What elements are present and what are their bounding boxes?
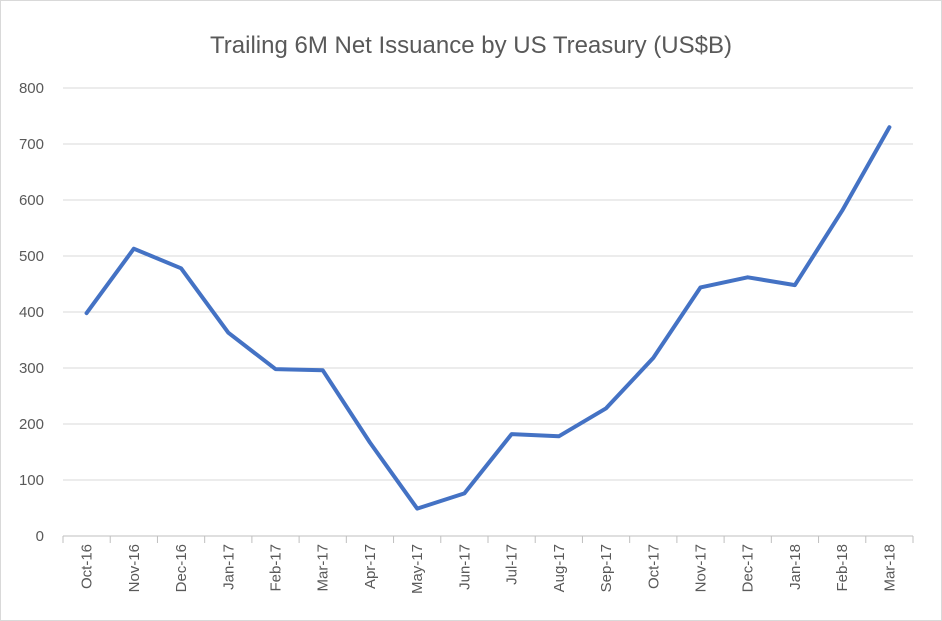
x-tick-label: Oct-17	[645, 544, 662, 589]
x-tick-label: Jun-17	[456, 544, 473, 590]
x-tick-label: Aug-17	[551, 544, 568, 592]
y-tick-label: 600	[19, 192, 44, 209]
series-line	[84, 125, 892, 511]
x-tick-label: Apr-17	[362, 544, 379, 589]
x-tick-label: Mar-18	[881, 544, 898, 592]
x-tick-label: May-17	[409, 544, 426, 594]
x-tick-label: Oct-16	[79, 544, 96, 589]
y-tick-label: 700	[19, 136, 44, 153]
x-tick-label: Mar-17	[315, 544, 332, 592]
x-tick-label: Dec-17	[740, 544, 757, 592]
series-layer	[84, 125, 892, 511]
gridlines	[63, 87, 913, 537]
y-tick-label: 0	[36, 528, 44, 545]
y-tick-label: 200	[19, 416, 44, 433]
y-axis-ticks: 0 100 200 300 400 500 600 700 800	[19, 80, 44, 545]
x-tick-label: Sep-17	[598, 544, 615, 592]
x-tick-label: Dec-16	[173, 544, 190, 592]
chart-title: Trailing 6M Net Issuance by US Treasury …	[210, 32, 732, 59]
x-tick-label: Jan-18	[787, 544, 804, 590]
x-tick-label: Nov-17	[693, 544, 710, 592]
x-tick-label: Feb-18	[834, 544, 851, 592]
x-tick-label: Nov-16	[126, 544, 143, 592]
x-tick-label: Jul-17	[504, 544, 521, 585]
y-tick-label: 800	[19, 80, 44, 97]
y-tick-label: 300	[19, 360, 44, 377]
y-tick-label: 500	[19, 248, 44, 265]
x-axis-ticks: Oct-16 Nov-16 Dec-16 Jan-17 Feb-17 Mar-17 Apr-…	[62, 536, 914, 594]
y-tick-label: 100	[19, 472, 44, 489]
y-tick-label: 400	[19, 304, 44, 321]
x-tick-label: Feb-17	[268, 544, 285, 592]
x-tick-label: Jan-17	[220, 544, 237, 590]
